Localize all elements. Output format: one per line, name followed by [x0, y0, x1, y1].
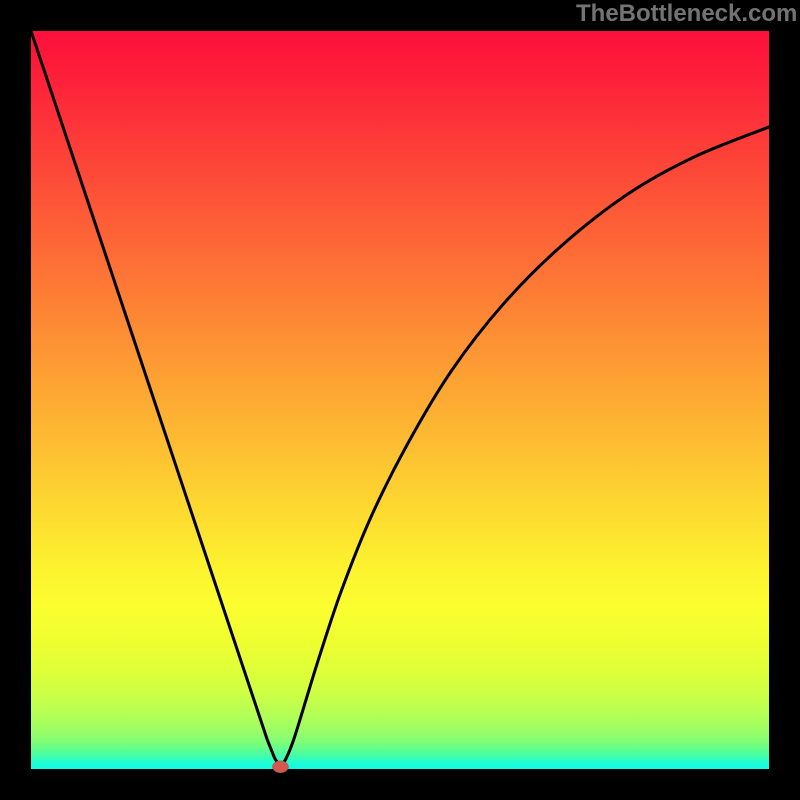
minimum-marker [272, 761, 288, 773]
curve-left-branch [31, 31, 280, 768]
curve-right-branch [280, 127, 769, 768]
curve-layer [0, 0, 800, 800]
outer-frame: TheBottleneck.com [0, 0, 800, 800]
